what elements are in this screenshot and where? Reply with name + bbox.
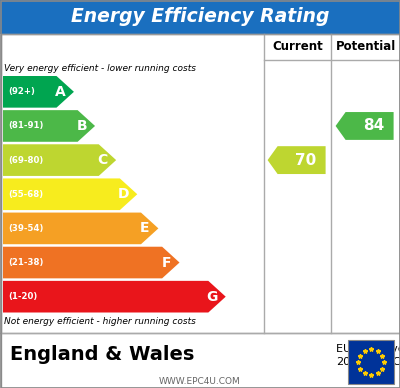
Text: 2002/91/EC: 2002/91/EC: [336, 357, 400, 367]
Polygon shape: [3, 247, 180, 278]
Text: B: B: [76, 119, 87, 133]
Text: F: F: [161, 256, 171, 270]
Text: D: D: [118, 187, 130, 201]
Text: 70: 70: [295, 152, 316, 168]
Polygon shape: [3, 281, 226, 312]
Text: (1-20): (1-20): [8, 292, 37, 301]
Text: WWW.EPC4U.COM: WWW.EPC4U.COM: [159, 377, 241, 386]
Text: 84: 84: [363, 118, 384, 133]
Text: England & Wales: England & Wales: [10, 345, 194, 364]
Text: Potential: Potential: [336, 40, 396, 54]
Polygon shape: [3, 76, 74, 107]
Text: (39-54): (39-54): [8, 224, 43, 233]
Polygon shape: [336, 112, 394, 140]
Bar: [0, 34, 400, 333]
Text: Energy Efficiency Rating: Energy Efficiency Rating: [71, 7, 329, 26]
Text: Current: Current: [272, 40, 323, 54]
Text: C: C: [98, 153, 108, 167]
Polygon shape: [3, 110, 95, 142]
Polygon shape: [3, 213, 158, 244]
Bar: [0, 0, 400, 34]
Polygon shape: [3, 178, 137, 210]
Text: (55-68): (55-68): [8, 190, 43, 199]
Text: (21-38): (21-38): [8, 258, 43, 267]
Text: (81-91): (81-91): [8, 121, 43, 130]
Text: A: A: [55, 85, 66, 99]
Text: Not energy efficient - higher running costs: Not energy efficient - higher running co…: [4, 317, 196, 326]
Text: E: E: [140, 222, 150, 236]
Text: (92+): (92+): [8, 87, 35, 96]
Text: Very energy efficient - lower running costs: Very energy efficient - lower running co…: [4, 64, 196, 73]
Text: (69-80): (69-80): [8, 156, 43, 165]
Polygon shape: [3, 144, 116, 176]
Text: G: G: [206, 290, 218, 304]
Bar: [348, 340, 394, 384]
Text: EU Directive: EU Directive: [336, 345, 400, 355]
Bar: [0, 34, 400, 333]
Polygon shape: [268, 146, 326, 174]
